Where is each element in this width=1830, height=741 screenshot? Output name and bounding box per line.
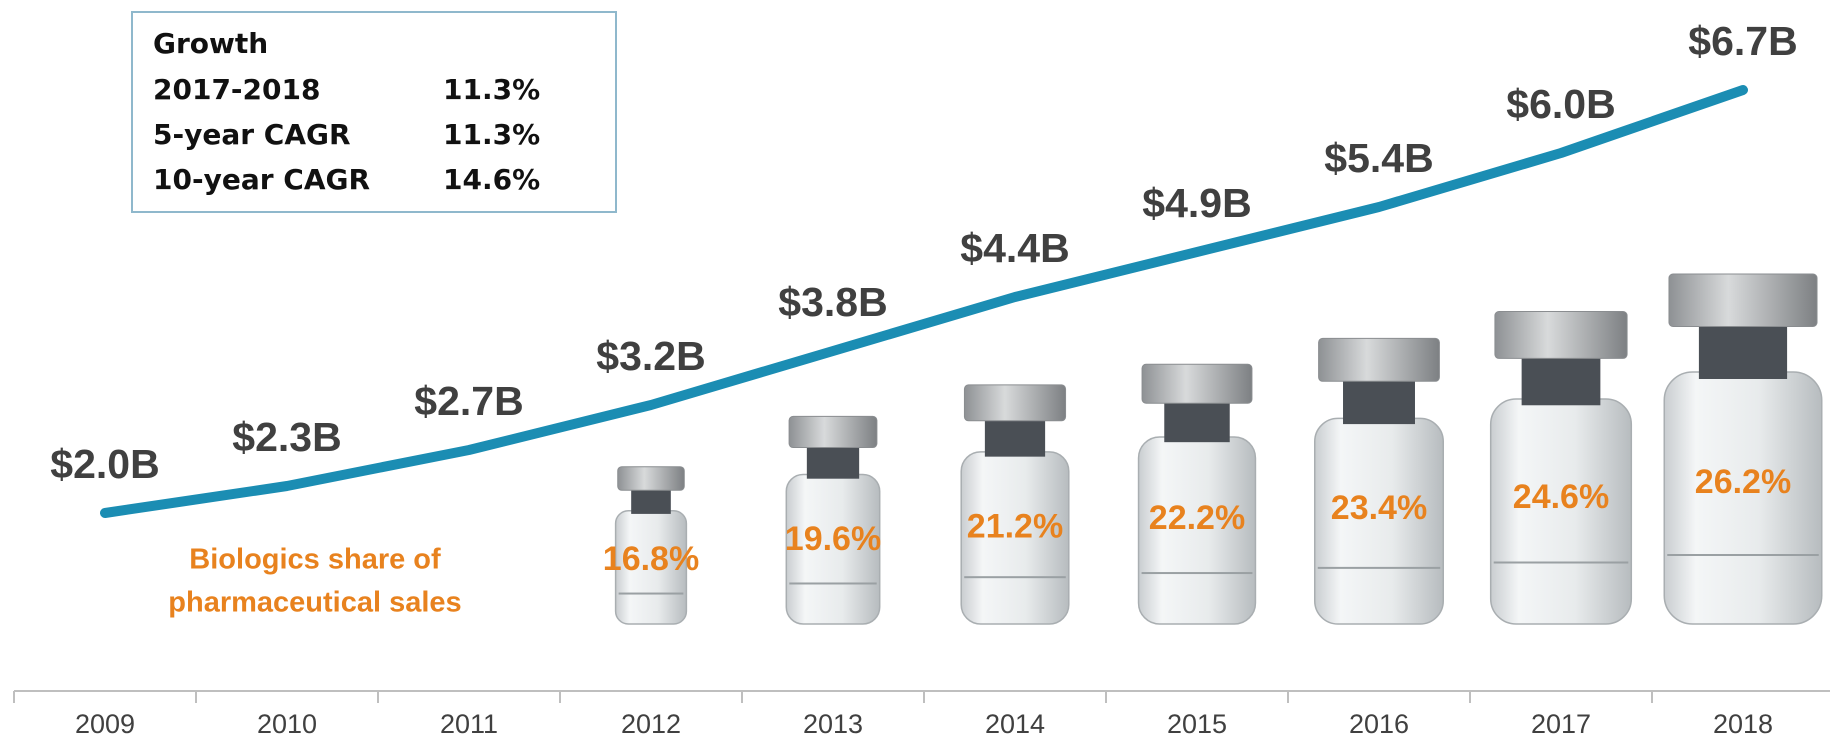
vial	[1664, 274, 1822, 624]
value-label: $6.7B	[1688, 18, 1797, 64]
vial	[961, 385, 1069, 624]
vial	[1315, 338, 1444, 624]
vial-base	[1667, 554, 1819, 556]
growth-title: Growth	[153, 27, 268, 60]
share-label: 23.4%	[1331, 489, 1427, 527]
vial	[1139, 364, 1256, 624]
value-label: $3.2B	[596, 333, 705, 379]
vial-base	[619, 593, 684, 595]
x-tick-label: 2016	[1349, 709, 1409, 739]
x-tick-label: 2009	[75, 709, 135, 739]
share-caption: pharmaceutical sales	[168, 587, 461, 619]
value-label: $3.8B	[778, 279, 887, 325]
growth-label: 2017-2018	[153, 73, 320, 106]
vial-neck	[1699, 320, 1787, 380]
vial-cap	[964, 385, 1065, 421]
share-label: 16.8%	[603, 540, 699, 578]
value-label: $2.0B	[50, 441, 159, 487]
vial-neck	[1522, 352, 1601, 405]
value-label: $5.4B	[1324, 135, 1433, 181]
value-label: $4.9B	[1142, 180, 1251, 226]
vial-base	[789, 582, 876, 584]
value-label: $2.3B	[232, 414, 341, 460]
vial-base	[964, 576, 1066, 578]
growth-label: 5-year CAGR	[153, 118, 351, 151]
vial-cap	[789, 416, 877, 447]
vial-cap	[618, 467, 685, 491]
vial-neck	[1164, 398, 1229, 442]
value-label: $6.0B	[1506, 81, 1615, 127]
share-caption: Biologics share of	[189, 544, 441, 576]
vial-base	[1494, 562, 1629, 564]
chart: Growth 2017-2018 11.3% 5-year CAGR 11.3% 10-…	[0, 0, 1830, 741]
growth-value: 14.6%	[443, 163, 540, 196]
share-label: 24.6%	[1513, 478, 1609, 516]
growth-value: 11.3%	[443, 73, 540, 106]
x-tick-label: 2010	[257, 709, 317, 739]
vial-base	[1318, 567, 1441, 569]
vial	[1491, 312, 1632, 624]
value-label: $4.4B	[960, 225, 1069, 271]
value-label: $2.7B	[414, 378, 523, 424]
vial-neck	[631, 487, 671, 514]
vial-neck	[807, 443, 859, 478]
x-tick-label: 2013	[803, 709, 863, 739]
vial-neck	[1343, 376, 1415, 425]
share-label: 22.2%	[1149, 499, 1245, 537]
x-tick-label: 2015	[1167, 709, 1227, 739]
vial-cap	[1142, 364, 1252, 403]
vial-neck	[985, 416, 1045, 457]
growth-value: 11.3%	[443, 118, 540, 151]
share-label: 26.2%	[1695, 463, 1791, 501]
x-tick-label: 2017	[1531, 709, 1591, 739]
vial-cap	[1495, 312, 1627, 359]
share-label: 21.2%	[967, 507, 1063, 545]
vial-cap	[1669, 274, 1817, 327]
share-label: 19.6%	[785, 520, 881, 558]
x-tick-label: 2012	[621, 709, 681, 739]
vial-base	[1142, 572, 1253, 574]
x-tick-label: 2011	[440, 709, 498, 739]
vial-cap	[1319, 338, 1440, 381]
x-tick-label: 2018	[1713, 709, 1773, 739]
x-tick-label: 2014	[985, 709, 1045, 739]
growth-label: 10-year CAGR	[153, 163, 370, 196]
